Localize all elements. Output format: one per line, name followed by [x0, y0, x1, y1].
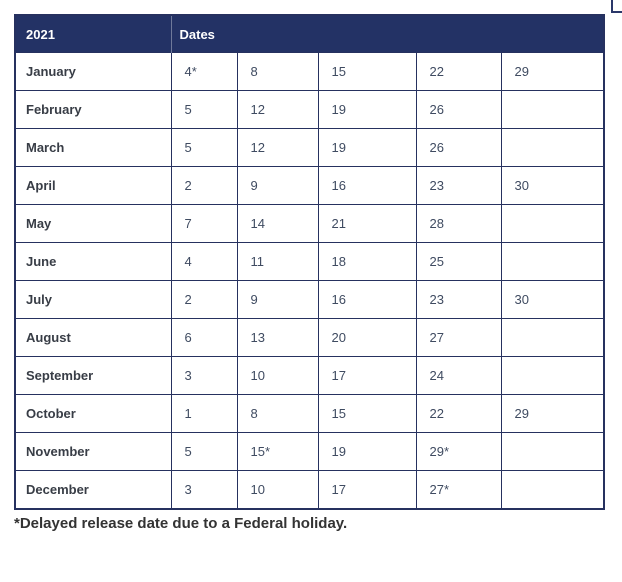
- date-cell: 7: [170, 204, 238, 243]
- month-cell: June: [14, 242, 172, 281]
- month-cell: September: [14, 356, 172, 395]
- month-cell: August: [14, 318, 172, 357]
- date-cell: 11: [236, 242, 319, 281]
- date-cell: 21: [317, 204, 417, 243]
- month-cell: January: [14, 52, 172, 91]
- release-dates-table: 2021 Dates January 4* 8 15 22 29 Februar…: [14, 14, 605, 510]
- month-cell: October: [14, 394, 172, 433]
- date-cell: 8: [236, 394, 319, 433]
- table-row: November 5 15* 19 29*: [14, 432, 605, 471]
- date-cell: 9: [236, 280, 319, 319]
- date-cell: 10: [236, 356, 319, 395]
- date-cell: 29*: [415, 432, 502, 471]
- date-cell: 26: [415, 90, 502, 129]
- date-cell: 5: [170, 90, 238, 129]
- date-cell: 24: [415, 356, 502, 395]
- date-cell: 29: [500, 394, 605, 433]
- date-cell: 25: [415, 242, 502, 281]
- month-cell: April: [14, 166, 172, 205]
- table-row: March 5 12 19 26: [14, 128, 605, 167]
- table-row: January 4* 8 15 22 29: [14, 52, 605, 91]
- date-cell: 27*: [415, 470, 502, 510]
- date-cell: 16: [317, 280, 417, 319]
- date-cell: 30: [500, 280, 605, 319]
- date-cell: 18: [317, 242, 417, 281]
- date-cell: 19: [317, 90, 417, 129]
- date-cell: 26: [415, 128, 502, 167]
- date-cell: 17: [317, 470, 417, 510]
- date-cell: 10: [236, 470, 319, 510]
- table-row: February 5 12 19 26: [14, 90, 605, 129]
- month-cell: November: [14, 432, 172, 471]
- date-cell: 30: [500, 166, 605, 205]
- date-cell: 17: [317, 356, 417, 395]
- date-cell: 9: [236, 166, 319, 205]
- date-cell: 2: [170, 280, 238, 319]
- date-cell: 23: [415, 166, 502, 205]
- date-cell: 1: [170, 394, 238, 433]
- month-cell: March: [14, 128, 172, 167]
- table-row: May 7 14 21 28: [14, 204, 605, 243]
- date-cell: 12: [236, 90, 319, 129]
- date-cell: 22: [415, 52, 502, 91]
- date-cell: 5: [170, 432, 238, 471]
- date-cell: 6: [170, 318, 238, 357]
- date-cell: 14: [236, 204, 319, 243]
- date-cell: [500, 204, 605, 243]
- date-cell: 15*: [236, 432, 319, 471]
- date-cell: [500, 242, 605, 281]
- date-cell: 4*: [170, 52, 238, 91]
- month-cell: December: [14, 470, 172, 510]
- table-header-row: 2021 Dates: [15, 15, 604, 53]
- date-cell: [500, 318, 605, 357]
- date-cell: 22: [415, 394, 502, 433]
- date-cell: 15: [317, 394, 417, 433]
- date-cell: [500, 432, 605, 471]
- date-cell: 8: [236, 52, 319, 91]
- table-row: June 4 11 18 25: [14, 242, 605, 281]
- date-cell: 28: [415, 204, 502, 243]
- date-cell: 19: [317, 432, 417, 471]
- date-cell: 20: [317, 318, 417, 357]
- date-cell: 27: [415, 318, 502, 357]
- month-cell: July: [14, 280, 172, 319]
- date-cell: 3: [170, 356, 238, 395]
- table-row: July 2 9 16 23 30: [14, 280, 605, 319]
- month-cell: February: [14, 90, 172, 129]
- date-cell: 16: [317, 166, 417, 205]
- date-cell: 4: [170, 242, 238, 281]
- date-cell: 23: [415, 280, 502, 319]
- table-row: September 3 10 17 24: [14, 356, 605, 395]
- date-cell: 13: [236, 318, 319, 357]
- table-row: December 3 10 17 27*: [14, 470, 605, 510]
- footnote: *Delayed release date due to a Federal h…: [14, 515, 348, 532]
- date-cell: 12: [236, 128, 319, 167]
- dates-header: Dates: [170, 15, 604, 53]
- date-cell: 2: [170, 166, 238, 205]
- date-cell: [500, 90, 605, 129]
- partial-corner-box: [611, 0, 622, 13]
- date-cell: 3: [170, 470, 238, 510]
- date-cell: 5: [170, 128, 238, 167]
- date-cell: 29: [500, 52, 605, 91]
- date-cell: [500, 470, 605, 510]
- date-cell: [500, 356, 605, 395]
- table-row: October 1 8 15 22 29: [14, 394, 605, 433]
- date-cell: 15: [317, 52, 417, 91]
- year-header: 2021: [15, 15, 171, 53]
- table-row: August 6 13 20 27: [14, 318, 605, 357]
- date-cell: [500, 128, 605, 167]
- table-row: April 2 9 16 23 30: [14, 166, 605, 205]
- month-cell: May: [14, 204, 172, 243]
- date-cell: 19: [317, 128, 417, 167]
